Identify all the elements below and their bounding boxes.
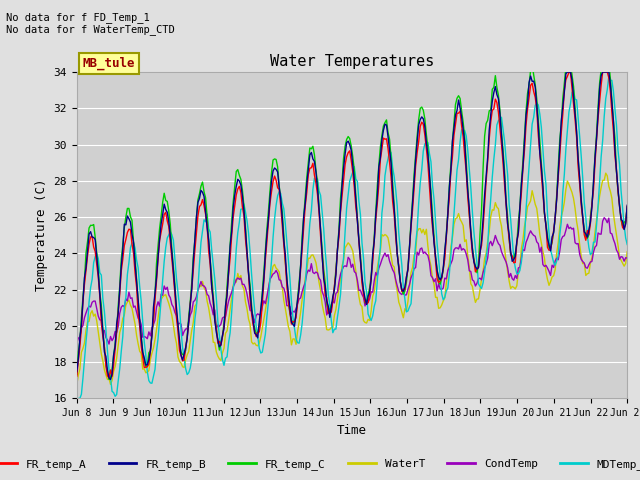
X-axis label: Time: Time [337,424,367,437]
Text: No data for f FD_Temp_1: No data for f FD_Temp_1 [6,12,150,23]
Y-axis label: Temperature (C): Temperature (C) [35,179,48,291]
Legend: FR_temp_A, FR_temp_B, FR_temp_C, WaterT, CondTemp, MDTemp_A: FR_temp_A, FR_temp_B, FR_temp_C, WaterT,… [0,455,640,474]
Text: MB_tule: MB_tule [83,57,135,71]
Text: No data for f WaterTemp_CTD: No data for f WaterTemp_CTD [6,24,175,35]
Title: Water Temperatures: Water Temperatures [270,54,434,70]
